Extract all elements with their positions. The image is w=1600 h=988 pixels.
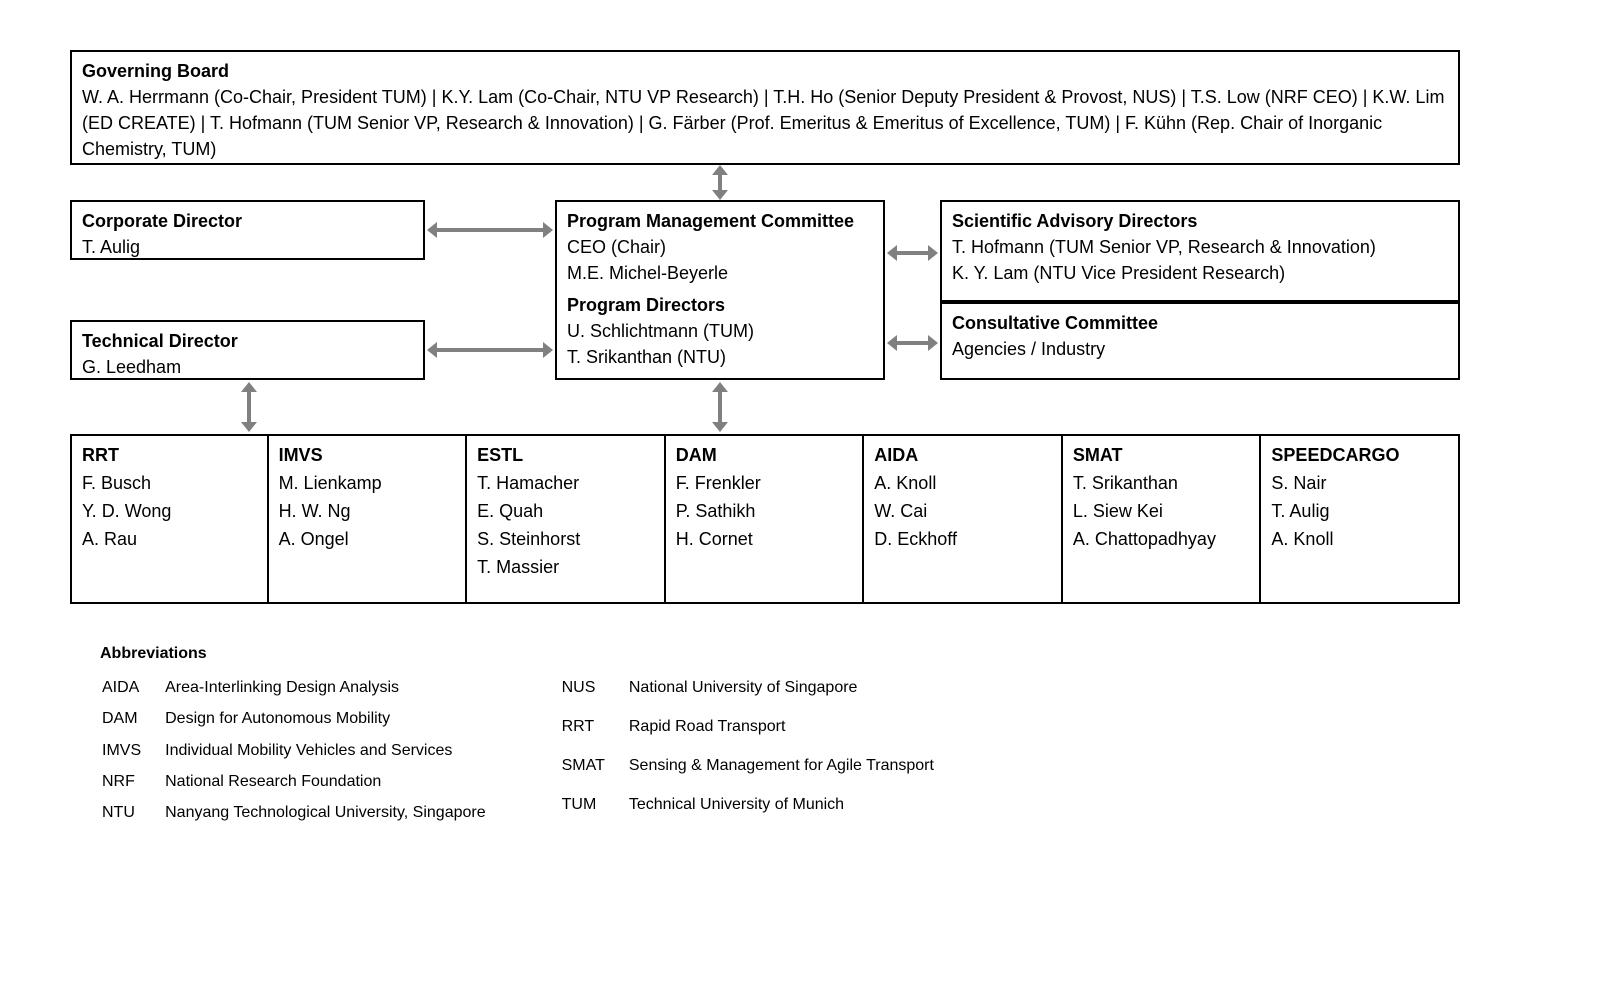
- abbreviation-key: IMVS: [102, 736, 163, 765]
- project-speedcargo-member: S. Nair: [1271, 470, 1448, 498]
- abbreviations-left: AIDA Area-Interlinking Design Analysis D…: [100, 671, 500, 829]
- project-estl-title: ESTL: [477, 442, 654, 470]
- project-imvs-box: IMVSM. LienkampH. W. NgA. Ongel: [269, 434, 468, 604]
- abbreviations-right: NUS National University of Singapore RRT…: [560, 671, 948, 829]
- governing-board-members: W. A. Herrmann (Co-Chair, President TUM)…: [82, 84, 1448, 162]
- project-aida-box: AIDAA. KnollW. CaiD. Eckhoff: [864, 434, 1063, 604]
- pmc-directors-title: Program Directors: [567, 292, 873, 318]
- project-rrt-title: RRT: [82, 442, 257, 470]
- abbreviation-row: NRF National Research Foundation: [102, 767, 498, 796]
- pmc-member1: M.E. Michel-Beyerle: [567, 260, 873, 286]
- abbreviations-section: Abbreviations AIDA Area-Interlinking Des…: [100, 640, 948, 829]
- pmc-box: Program Management Committee CEO (Chair)…: [555, 200, 885, 380]
- corporate-director-box: Corporate Director T. Aulig: [70, 200, 425, 260]
- abbreviation-row: NUS National University of Singapore: [562, 673, 946, 710]
- abbreviation-key: TUM: [562, 790, 627, 827]
- abbreviation-value: National Research Foundation: [165, 767, 497, 796]
- project-smat-box: SMATT. SrikanthanL. Siew KeiA. Chattopad…: [1063, 434, 1262, 604]
- arrow-pmc-to-cc: [887, 335, 938, 351]
- abbreviation-row: TUM Technical University of Munich: [562, 790, 946, 827]
- project-estl-member: S. Steinhorst: [477, 526, 654, 554]
- abbreviation-value: Individual Mobility Vehicles and Service…: [165, 736, 497, 765]
- project-smat-member: T. Srikanthan: [1073, 470, 1250, 498]
- corporate-director-name: T. Aulig: [82, 234, 413, 260]
- abbreviation-value: Rapid Road Transport: [629, 712, 946, 749]
- project-speedcargo-member: T. Aulig: [1271, 498, 1448, 526]
- abbreviation-value: National University of Singapore: [629, 673, 946, 710]
- abbreviation-key: SMAT: [562, 751, 627, 788]
- project-speedcargo-box: SPEEDCARGOS. NairT. AuligA. Knoll: [1261, 434, 1460, 604]
- technical-director-title: Technical Director: [82, 328, 413, 354]
- project-rrt-box: RRTF. BuschY. D. WongA. Rau: [70, 434, 269, 604]
- project-rrt-member: A. Rau: [82, 526, 257, 554]
- project-rrt-member: F. Busch: [82, 470, 257, 498]
- sad-member-2: K. Y. Lam (NTU Vice President Research): [952, 260, 1448, 286]
- project-imvs-member: M. Lienkamp: [279, 470, 456, 498]
- abbreviation-value: Sensing & Management for Agile Transport: [629, 751, 946, 788]
- abbreviation-value: Technical University of Munich: [629, 790, 946, 827]
- abbreviation-key: NTU: [102, 798, 163, 827]
- project-smat-member: L. Siew Kei: [1073, 498, 1250, 526]
- pmc-director-2: T. Srikanthan (NTU): [567, 344, 873, 370]
- abbreviation-row: SMAT Sensing & Management for Agile Tran…: [562, 751, 946, 788]
- project-estl-member: E. Quah: [477, 498, 654, 526]
- project-estl-box: ESTLT. HamacherE. QuahS. SteinhorstT. Ma…: [467, 434, 666, 604]
- abbreviation-key: NRF: [102, 767, 163, 796]
- arrow-pmc-to-projects: [712, 382, 728, 432]
- project-estl-member: T. Massier: [477, 554, 654, 582]
- scientific-advisory-box: Scientific Advisory Directors T. Hofmann…: [940, 200, 1460, 302]
- pmc-director-1: U. Schlichtmann (TUM): [567, 318, 873, 344]
- abbreviation-key: NUS: [562, 673, 627, 710]
- project-rrt-member: Y. D. Wong: [82, 498, 257, 526]
- corporate-director-title: Corporate Director: [82, 208, 413, 234]
- pmc-ceo: CEO (Chair): [567, 234, 873, 260]
- governing-board-title: Governing Board: [82, 58, 1448, 84]
- abbreviation-row: RRT Rapid Road Transport: [562, 712, 946, 749]
- project-dam-box: DAMF. FrenklerP. SathikhH. Cornet: [666, 434, 865, 604]
- abbreviation-row: NTU Nanyang Technological University, Si…: [102, 798, 498, 827]
- sad-title: Scientific Advisory Directors: [952, 208, 1448, 234]
- arrow-gb-to-pmc: [712, 165, 728, 200]
- project-aida-member: W. Cai: [874, 498, 1051, 526]
- technical-director-name: G. Leedham: [82, 354, 413, 380]
- project-dam-member: H. Cornet: [676, 526, 853, 554]
- arrow-tech-to-pmc: [427, 342, 553, 358]
- abbreviation-value: Area-Interlinking Design Analysis: [165, 673, 497, 702]
- project-speedcargo-title: SPEEDCARGO: [1271, 442, 1448, 470]
- project-dam-member: F. Frenkler: [676, 470, 853, 498]
- abbreviation-row: DAM Design for Autonomous Mobility: [102, 704, 498, 733]
- abbreviation-row: AIDA Area-Interlinking Design Analysis: [102, 673, 498, 702]
- abbreviation-key: AIDA: [102, 673, 163, 702]
- arrow-pmc-to-sad: [887, 245, 938, 261]
- abbreviation-value: Nanyang Technological University, Singap…: [165, 798, 497, 827]
- abbreviation-row: IMVS Individual Mobility Vehicles and Se…: [102, 736, 498, 765]
- abbreviation-key: RRT: [562, 712, 627, 749]
- consultative-committee-box: Consultative Committee Agencies / Indust…: [940, 302, 1460, 380]
- project-imvs-title: IMVS: [279, 442, 456, 470]
- sad-member-1: T. Hofmann (TUM Senior VP, Research & In…: [952, 234, 1448, 260]
- project-smat-title: SMAT: [1073, 442, 1250, 470]
- project-estl-member: T. Hamacher: [477, 470, 654, 498]
- project-imvs-member: H. W. Ng: [279, 498, 456, 526]
- abbreviation-key: DAM: [102, 704, 163, 733]
- project-aida-member: A. Knoll: [874, 470, 1051, 498]
- governing-board-box: Governing Board W. A. Herrmann (Co-Chair…: [70, 50, 1460, 165]
- abbreviation-value: Design for Autonomous Mobility: [165, 704, 497, 733]
- project-dam-title: DAM: [676, 442, 853, 470]
- project-aida-member: D. Eckhoff: [874, 526, 1051, 554]
- project-imvs-member: A. Ongel: [279, 526, 456, 554]
- project-speedcargo-member: A. Knoll: [1271, 526, 1448, 554]
- cc-title: Consultative Committee: [952, 310, 1448, 336]
- project-dam-member: P. Sathikh: [676, 498, 853, 526]
- project-aida-title: AIDA: [874, 442, 1051, 470]
- arrow-tech-to-projects: [241, 382, 257, 432]
- technical-director-box: Technical Director G. Leedham: [70, 320, 425, 380]
- abbreviations-title: Abbreviations: [100, 640, 948, 667]
- pmc-title: Program Management Committee: [567, 208, 873, 234]
- project-smat-member: A. Chattopadhyay: [1073, 526, 1250, 554]
- cc-line: Agencies / Industry: [952, 336, 1448, 362]
- arrow-corp-to-pmc: [427, 222, 553, 238]
